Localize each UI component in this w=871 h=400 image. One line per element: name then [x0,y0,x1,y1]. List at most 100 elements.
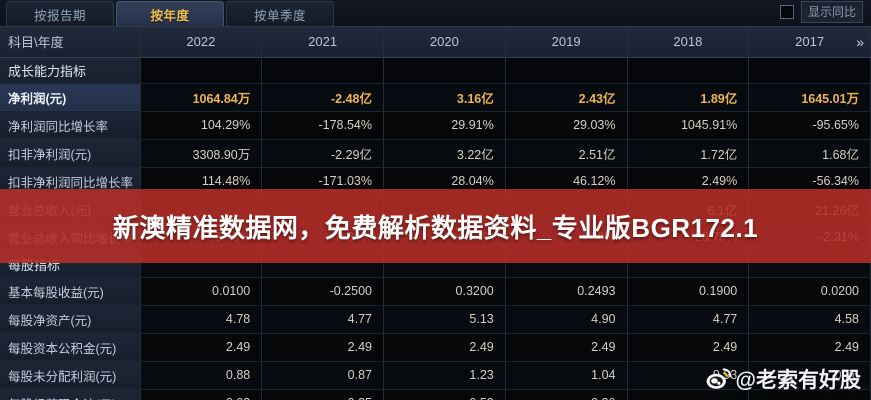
cell-value: 2.49 [383,333,506,362]
cell-value: 0.36 [505,389,628,400]
show-yoy-label[interactable]: 显示同比 [800,1,863,23]
cell-value [261,251,384,278]
show-yoy-checkbox[interactable] [779,5,794,19]
row-label: 每股净资产(元) [0,305,141,334]
cell-value [383,195,506,224]
cell-value [627,57,750,84]
header-year-2017[interactable]: 2017 » [748,27,871,58]
table-row[interactable]: 净利润同比增长率 104.29% -178.54% 29.91% 29.03% 1045.… [0,111,871,140]
table-row[interactable]: 扣非净利润(元) 3308.90万 -2.29亿 3.22亿 2.51亿 1.72亿 1.6… [0,139,871,168]
header-year-2019[interactable]: 2019 [505,27,628,58]
cell-value: 1.04 [505,361,628,390]
header-year-2018[interactable]: 2018 [627,27,750,58]
row-label: 营业总收入同比增长率 [0,223,141,252]
cell-value: 0.52 [383,389,506,400]
cell-value: 0.25 [261,389,384,400]
cell-value: 2.49% [627,167,750,196]
row-label: 扣非净利润(元) [0,139,141,168]
cell-value: 2.49 [505,333,628,362]
cell-value: 5.13 [383,305,506,334]
year-label: 2019 [551,34,581,50]
cell-value: 28.04% [383,167,506,196]
row-label: 每股指标 [0,251,141,278]
table-row[interactable]: 每股资本公积金(元) 2.49 2.49 2.49 2.49 2.49 2.49 [0,333,871,362]
cell-value: -2.31% [748,223,871,252]
table-row[interactable]: 每股净资产(元) 4.78 4.77 5.13 4.90 4.77 4.58 [0,305,871,334]
table-row[interactable]: 每股未分配利润(元) 0.88 0.87 1.23 1.04 0.93 0.76 [0,361,871,390]
cell-value: 20.76% [627,223,750,252]
cell-value: 29.91% [383,111,506,140]
table-body: 成长能力指标 净利润(元) 1064.84万 -2.48亿 3.16亿 2.43亿 1.89… [0,57,871,400]
cell-value [748,251,871,278]
year-label: 2020 [429,34,459,50]
header-year-2020[interactable]: 2020 [383,27,506,58]
tab-by-report-period[interactable]: 按报告期 [6,1,114,26]
cell-value: -2.48亿 [261,83,384,112]
cell-value: 0.84% [261,223,384,252]
tab-by-quarter[interactable]: 按单季度 [226,1,334,26]
table-row[interactable]: 营业总收入(元) 6.1亿 21.26亿 [0,195,871,224]
row-label: 基本每股收益(元) [0,277,141,306]
cell-value: 2.51亿 [505,139,628,168]
chevron-right-icon[interactable]: » [856,33,864,50]
cell-value: 1.72亿 [627,139,750,168]
cell-value [748,389,871,400]
cell-value: 0.76 [748,361,871,390]
row-label: 净利润(元) [0,83,141,112]
row-label: 每股资本公积金(元) [0,333,141,362]
cell-value: 4.90 [505,305,628,334]
toolbar-right: 显示同比 [779,1,863,23]
cell-value: 3.22亿 [383,139,506,168]
cell-value: 0.1900 [627,277,750,306]
cell-value: 21.26亿 [748,195,871,224]
cell-value: -56.34% [748,167,871,196]
cell-value: 3.16亿 [383,83,506,112]
row-label: 每股未分配利润(元) [0,361,141,390]
cell-value: 0.93 [627,361,750,390]
cell-value: 4.77 [627,305,750,334]
cell-value: 0.26% [383,223,506,252]
cell-value [261,195,384,224]
cell-value: 0.3200 [383,277,506,306]
cell-value [261,57,384,84]
table-row[interactable]: 基本每股收益(元) 0.0100 -0.2500 0.3200 0.2493 0.1900… [0,277,871,306]
cell-value: 1.89亿 [627,83,750,112]
cell-value: 0.03 [140,389,263,400]
cell-value: -95.65% [748,111,871,140]
cell-value: -178.54% [261,111,384,140]
header-year-2021[interactable]: 2021 [261,27,384,58]
table-section-row[interactable]: 成长能力指标 [0,57,871,84]
cell-value: 0.2493 [505,277,628,306]
header-row: 科目\年度 2022 2021 2020 2019 2018 2017 » [0,27,871,58]
cell-value: 1.23 [383,361,506,390]
cell-value: 2.49 [261,333,384,362]
cell-value [505,251,628,278]
year-label: 2022 [186,34,216,50]
table-row[interactable]: 营业总收入同比增长率 53.46% 0.84% 0.26% 4.00% 20.76% -2.… [0,223,871,252]
period-tab-bar: 按报告期 按年度 按单季度 显示同比 [0,0,871,27]
cell-value [505,195,628,224]
row-label: 营业总收入(元) [0,195,141,224]
row-label: 扣非净利润同比增长率 [0,167,141,196]
cell-value: 2.49 [748,333,871,362]
cell-value [505,57,628,84]
cell-value: 1.68亿 [748,139,871,168]
table-row[interactable]: 扣非净利润同比增长率 114.48% -171.03% 28.04% 46.12% 2.4… [0,167,871,196]
cell-value [383,57,506,84]
cell-value: 29.03% [505,111,628,140]
cell-value: 0.0100 [140,277,263,306]
cell-value [140,195,263,224]
tab-by-year[interactable]: 按年度 [116,1,224,26]
cell-value [627,389,750,400]
cell-value [383,251,506,278]
header-year-2022[interactable]: 2022 [140,27,263,58]
table-row[interactable]: 净利润(元) 1064.84万 -2.48亿 3.16亿 2.43亿 1.89亿 1645.… [0,83,871,112]
cell-value: 53.46% [140,223,263,252]
cell-value: 6.1亿 [627,195,750,224]
row-label: 成长能力指标 [0,57,141,84]
table-section-row[interactable]: 每股指标 [0,251,871,278]
header-subject-year: 科目\年度 [0,27,141,58]
row-label: 每股经营现金流(元) [0,389,141,400]
cell-value: 4.77 [261,305,384,334]
table-row[interactable]: 每股经营现金流(元)0.030.250.520.36 [0,389,871,400]
